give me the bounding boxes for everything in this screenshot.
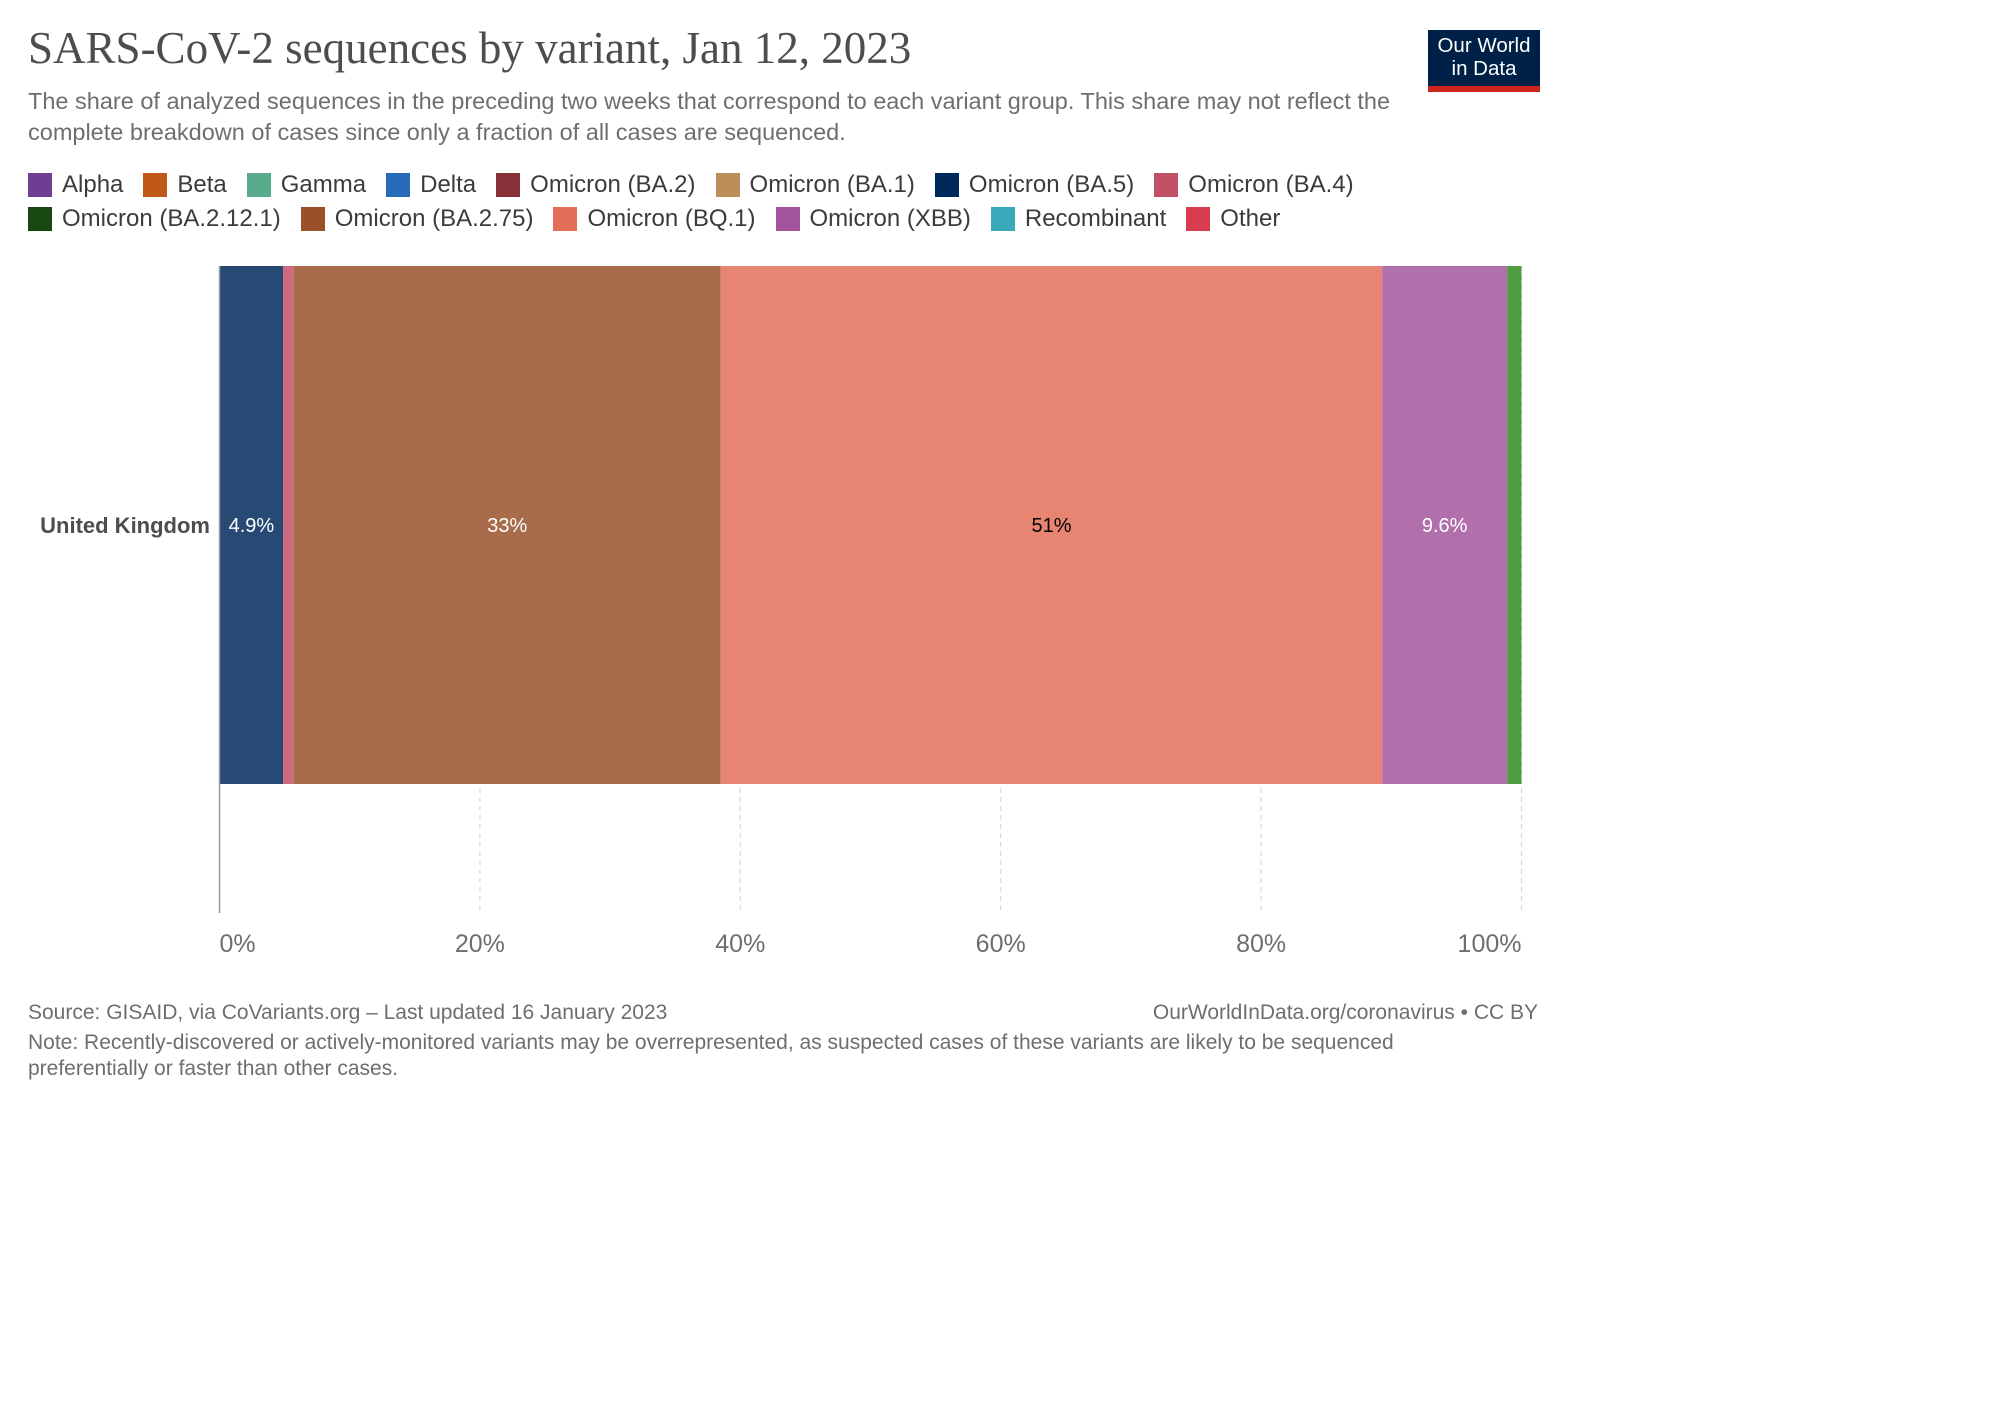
legend-label: Alpha xyxy=(62,171,124,198)
category-label: United Kingdom xyxy=(40,513,210,538)
bar-value-label: 4.9% xyxy=(229,515,275,537)
legend-label: Omicron (BA.4) xyxy=(1188,171,1354,198)
source-text: Source: GISAID, via CoVariants.org – Las… xyxy=(28,1001,668,1024)
bar-segment[interactable] xyxy=(720,266,1383,784)
legend-swatch xyxy=(715,173,740,197)
legend-item[interactable]: Beta xyxy=(143,171,227,198)
category-labels: United Kingdom xyxy=(40,513,210,538)
footer-source-line: Source: GISAID, via CoVariants.org – Las… xyxy=(28,1000,1538,1026)
bar-segment[interactable] xyxy=(1507,266,1522,784)
legend-swatch xyxy=(775,207,800,231)
legend-swatch xyxy=(934,173,959,197)
legend-label: Omicron (BQ.1) xyxy=(587,205,756,232)
bar-value-label: 33% xyxy=(487,515,527,537)
x-tick-labels: 0% 20% 40% 60% 80% 100% xyxy=(220,930,1522,958)
legend-swatch xyxy=(386,173,411,197)
logo-line-2: in Data xyxy=(1451,57,1517,80)
bar-labels: 4.9% 33% 51% 9.6% xyxy=(229,515,1468,537)
chart-subtitle: The share of analyzed sequences in the p… xyxy=(28,88,1391,145)
x-tick-label: 60% xyxy=(976,930,1026,958)
legend-swatch xyxy=(300,207,325,231)
x-tick-label: 20% xyxy=(455,930,505,958)
legend-label: Gamma xyxy=(280,171,367,198)
legend-item[interactable]: Recombinant xyxy=(990,205,1167,232)
legend-swatch xyxy=(496,173,521,197)
x-tick-label: 0% xyxy=(220,930,256,958)
bar-segment[interactable] xyxy=(1382,266,1508,784)
url-license-link[interactable]: OurWorldInData.org/coronavirus • CC BY xyxy=(1152,1001,1538,1024)
legend-label: Omicron (BA.5) xyxy=(968,171,1135,198)
bar-segment[interactable] xyxy=(283,266,294,784)
legend-item[interactable]: Alpha xyxy=(28,171,124,198)
legend-item[interactable]: Gamma xyxy=(246,171,367,198)
legend-label: Omicron (BA.2.75) xyxy=(334,205,534,232)
x-tick-label: 100% xyxy=(1458,930,1522,958)
legend-swatch xyxy=(1186,207,1211,231)
legend-item[interactable]: Omicron (BA.2.75) xyxy=(300,205,534,232)
legend-label: Omicron (XBB) xyxy=(809,205,971,232)
legend-swatch xyxy=(28,207,52,231)
legend-item[interactable]: Omicron (BA.1) xyxy=(715,171,915,198)
owid-logo[interactable]: Our World in Data xyxy=(1428,30,1540,92)
legend-item[interactable]: Omicron (BA.2) xyxy=(496,171,696,198)
legend-swatch xyxy=(28,173,52,197)
legend-item[interactable]: Omicron (BA.5) xyxy=(934,171,1135,198)
legend-item[interactable]: Other xyxy=(1186,205,1281,232)
bars xyxy=(219,266,1522,784)
legend-swatch xyxy=(553,207,578,231)
chart-title: SARS-CoV-2 sequences by variant, Jan 12,… xyxy=(28,23,912,73)
legend-item[interactable]: Omicron (BA.2.12.1) xyxy=(28,205,281,232)
legend-label: Delta xyxy=(420,171,477,198)
legend-item[interactable]: Omicron (XBB) xyxy=(775,205,971,232)
bar-value-label: 51% xyxy=(1031,515,1071,537)
legend-swatch xyxy=(990,207,1015,231)
x-tick-label: 80% xyxy=(1236,930,1286,958)
legend-item[interactable]: Omicron (BA.4) xyxy=(1154,171,1354,198)
legend-swatch xyxy=(1154,173,1179,197)
legend-swatch xyxy=(246,173,271,197)
bar-segment[interactable] xyxy=(219,266,284,784)
logo-line-1: Our World xyxy=(1437,34,1531,57)
legend-swatch xyxy=(143,173,168,197)
legend-label: Omicron (BA.2) xyxy=(530,171,696,198)
legend-item[interactable]: Omicron (BQ.1) xyxy=(553,205,756,232)
legend-label: Other xyxy=(1220,205,1281,232)
stacked-bar-chart: 4.9% 33% 51% 9.6% United Kingdom 0% 20% 40% 60… xyxy=(40,266,1523,958)
x-tick-label: 40% xyxy=(715,930,765,958)
legend-label: Omicron (BA.1) xyxy=(749,171,915,198)
legend-label: Omicron (BA.2.12.1) xyxy=(62,205,281,232)
bar-value-label: 9.6% xyxy=(1422,515,1468,537)
footer-note: Note: Recently-discovered or actively-mo… xyxy=(28,1031,1394,1080)
legend-item[interactable]: Delta xyxy=(386,171,477,198)
bar-segment[interactable] xyxy=(293,266,721,784)
legend-label: Recombinant xyxy=(1024,205,1167,232)
legend: Alpha Beta Gamma Delta Omicron (BA.2) Omicron… xyxy=(28,171,1538,232)
legend-label: Beta xyxy=(177,171,227,198)
